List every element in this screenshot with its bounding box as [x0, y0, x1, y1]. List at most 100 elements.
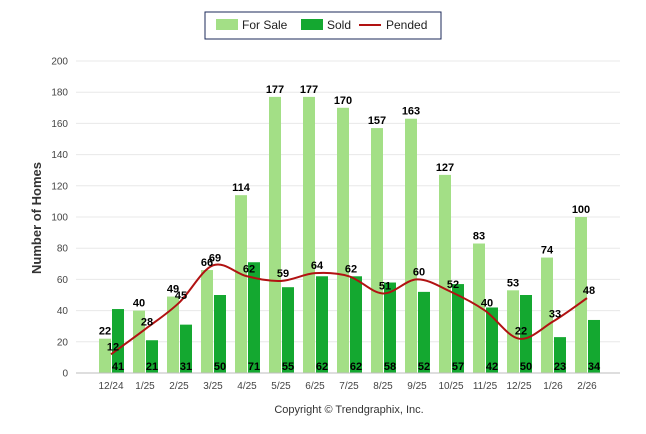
bar-for-sale [541, 257, 553, 373]
bar-for-sale [473, 243, 485, 373]
copyright-text: Copyright © Trendgraphix, Inc. [274, 404, 423, 416]
x-tick-label: 3/25 [203, 381, 223, 392]
y-tick-label-40: 40 [57, 306, 69, 317]
x-tick-label: 8/25 [373, 381, 393, 392]
data-label-pended: 40 [481, 298, 493, 310]
bar-for-sale [371, 128, 383, 373]
data-label-sold: 50 [520, 361, 532, 373]
bar-for-sale [337, 107, 349, 374]
data-label-for-sale: 170 [334, 95, 352, 107]
data-label-for-sale: 53 [507, 277, 519, 289]
bar-for-sale [507, 290, 519, 373]
bar-sold [282, 287, 294, 373]
data-label-sold: 23 [554, 361, 566, 373]
y-tick-label-140: 140 [51, 150, 68, 161]
data-label-sold: 58 [384, 361, 396, 373]
x-tick-label: 5/25 [271, 381, 291, 392]
x-tick-label: 11/25 [473, 381, 498, 392]
legend-label-for-sale: For Sale [242, 18, 288, 32]
bar-for-sale [133, 310, 145, 373]
data-label-sold: 62 [316, 361, 328, 373]
bar-for-sale [201, 270, 213, 373]
series-line-pended [110, 263, 588, 356]
bar-sold [214, 295, 226, 373]
bar-sold [146, 340, 158, 373]
x-tick-label: 9/25 [407, 381, 427, 392]
bar-sold [452, 284, 464, 373]
x-tick-label: 12/25 [506, 381, 531, 392]
x-tick-label: 2/26 [577, 381, 597, 392]
data-label-for-sale: 114 [232, 182, 251, 194]
bar-sold [112, 309, 124, 373]
x-tick-label: 7/25 [339, 381, 359, 392]
y-tick-label-160: 160 [51, 119, 68, 130]
y-axis-label: Number of Homes [29, 162, 44, 274]
y-tick-label-0: 0 [62, 369, 68, 380]
data-label-for-sale: 22 [99, 326, 111, 338]
bar-sold [384, 282, 396, 373]
data-labels: 22 41 40 21 49 31 66 50 114 71 177 55 177 62 170 62 157 5… [99, 84, 601, 373]
bar-for-sale [303, 96, 315, 373]
x-tick-label: 2/25 [169, 381, 189, 392]
y-tick-label-20: 20 [57, 337, 69, 348]
bar-for-sale [269, 96, 281, 373]
data-label-pended: 28 [141, 316, 153, 328]
data-label-pended: 62 [345, 263, 357, 275]
bar-sold [486, 307, 498, 373]
data-label-sold: 71 [248, 361, 260, 373]
data-label-pended: 51 [379, 280, 391, 292]
data-label-for-sale: 163 [402, 106, 420, 118]
data-label-for-sale: 40 [133, 298, 145, 310]
y-axis-ticks: 0 20 40 60 80 100 120 140 160 180 200 [51, 57, 68, 380]
data-label-sold: 52 [418, 361, 430, 373]
x-tick-label: 12/24 [98, 381, 123, 392]
bar-for-sale [235, 195, 247, 373]
data-label-pended: 45 [175, 290, 187, 302]
data-label-pended: 22 [515, 326, 527, 338]
data-label-pended: 64 [311, 260, 324, 272]
bar-for-sale [439, 174, 451, 373]
y-tick-label-120: 120 [51, 181, 68, 192]
data-label-pended: 33 [549, 309, 561, 321]
legend-label-sold: Sold [327, 18, 351, 32]
data-label-for-sale: 127 [436, 162, 454, 174]
x-tick-label: 6/25 [305, 381, 325, 392]
bars [99, 96, 600, 374]
data-label-sold: 55 [282, 361, 294, 373]
data-label-sold: 21 [146, 361, 158, 373]
x-tick-label: 1/25 [135, 381, 155, 392]
x-tick-label: 1/26 [543, 381, 563, 392]
bar-sold [316, 276, 328, 373]
data-label-sold: 62 [350, 361, 362, 373]
legend-label-pended: Pended [386, 18, 427, 32]
data-label-sold: 57 [452, 361, 464, 373]
legend-swatch-for-sale [216, 19, 238, 30]
bar-sold [248, 262, 260, 373]
legend: For Sale Sold Pended [204, 11, 442, 40]
data-label-pended: 48 [583, 285, 595, 297]
y-tick-label-80: 80 [57, 244, 69, 255]
bar-for-sale [575, 217, 587, 373]
data-label-for-sale: 157 [368, 115, 386, 127]
bar-sold [418, 291, 430, 373]
data-label-sold: 50 [214, 361, 226, 373]
pended-line [110, 263, 588, 356]
data-label-pended: 69 [209, 252, 221, 264]
data-label-pended: 62 [243, 263, 255, 275]
data-label-for-sale: 66 [201, 257, 213, 269]
data-label-for-sale: 49 [167, 284, 179, 296]
data-label-pended: 59 [277, 268, 289, 280]
legend-swatch-sold [301, 19, 323, 30]
bar-sold [520, 295, 532, 373]
bar-sold [180, 324, 192, 373]
bar-sold [588, 319, 600, 373]
data-label-for-sale: 74 [541, 245, 554, 257]
data-label-sold: 41 [112, 361, 124, 373]
x-tick-label: 4/25 [237, 381, 257, 392]
data-label-sold: 34 [588, 361, 601, 373]
data-label-pended: 12 [107, 341, 119, 353]
x-axis-ticks: 12/24 1/25 2/25 3/25 4/25 5/25 6/25 7/25 8/25 9/2… [98, 381, 597, 392]
bar-sold [350, 276, 362, 373]
data-label-pended: 60 [413, 266, 425, 278]
